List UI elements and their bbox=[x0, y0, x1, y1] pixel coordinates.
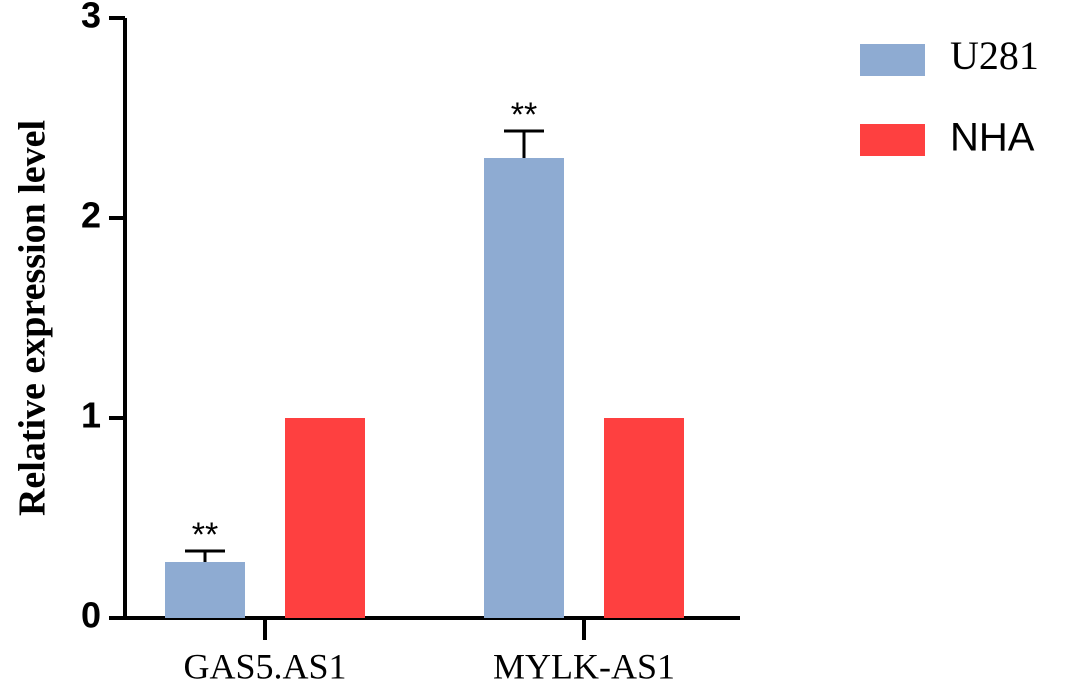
significance-label: ** bbox=[511, 96, 537, 134]
y-tick-label: 2 bbox=[81, 195, 101, 236]
y-tick-label: 1 bbox=[81, 395, 101, 436]
legend-swatch bbox=[860, 44, 925, 76]
bar bbox=[604, 418, 684, 618]
y-tick-label: 3 bbox=[81, 0, 101, 36]
x-tick-label: MYLK-AS1 bbox=[493, 646, 675, 686]
x-tick-label: GAS5.AS1 bbox=[183, 646, 346, 686]
y-axis-label: Relative expression level bbox=[12, 120, 54, 516]
legend-label: NHA bbox=[950, 116, 1035, 160]
y-tick-label: 0 bbox=[81, 595, 101, 636]
legend-label: U281 bbox=[950, 33, 1039, 78]
bar bbox=[484, 158, 564, 618]
error-bar bbox=[504, 129, 544, 158]
significance-label: ** bbox=[192, 516, 218, 554]
bar bbox=[165, 562, 245, 618]
legend-swatch bbox=[860, 124, 925, 156]
bar bbox=[285, 418, 365, 618]
error-bar bbox=[185, 549, 225, 562]
